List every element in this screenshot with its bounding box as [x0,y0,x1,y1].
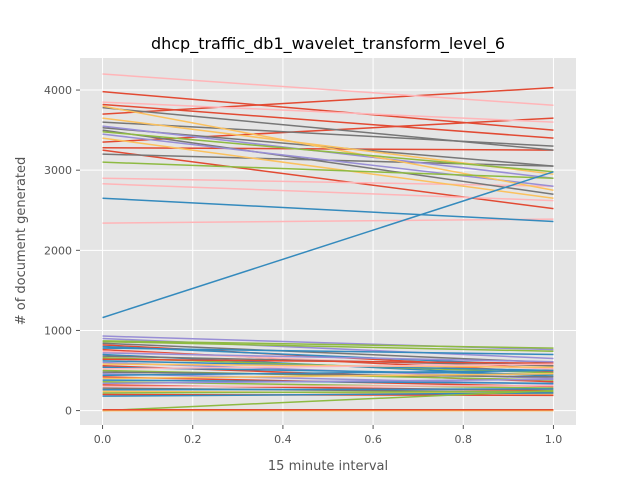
series-line [102,342,554,364]
series-line [102,149,554,210]
series-line [102,340,554,349]
x-tick-label: 0.2 [184,433,202,446]
series-line [102,133,554,187]
series-line [102,161,554,179]
x-axis: 0.0 0.2 0.4 0.6 0.8 1.0 [94,425,562,446]
series-line [102,121,554,147]
series-line [102,340,554,353]
series-line [102,197,554,223]
y-tick-label: 1000 [44,324,72,337]
series-line [102,389,554,412]
series-line [102,129,554,195]
series-line [102,103,554,139]
series-line [102,101,554,123]
y-axis-label: # of document generated [14,157,29,326]
series-line [102,369,554,381]
x-tick-label: 0.8 [455,433,473,446]
x-tick-label: 1.0 [545,433,563,446]
x-tick-label: 0.0 [94,433,112,446]
series-line [102,130,554,173]
series-line [102,177,554,187]
series-line [102,90,554,131]
series-line [102,171,554,319]
series-layer [102,73,554,412]
series-line [102,369,554,377]
series-line [102,363,554,370]
series-line [102,372,554,380]
series-line [102,390,554,394]
chart-title: dhcp_traffic_db1_wavelet_transform_level… [151,34,505,54]
x-tick-label: 0.6 [364,433,382,446]
y-axis: 0 1000 2000 3000 4000 [44,84,80,418]
series-line [102,388,554,391]
series-line [102,363,554,369]
y-tick-label: 4000 [44,84,72,97]
x-axis-label: 15 minute interval [268,459,388,474]
x-tick-label: 0.4 [274,433,292,446]
y-tick-label: 2000 [44,244,72,257]
series-line [102,371,554,378]
y-tick-label: 0 [65,405,72,418]
series-line [102,106,554,151]
series-line [102,378,554,385]
series-line [102,347,554,356]
y-tick-label: 3000 [44,164,72,177]
series-line [102,73,554,107]
series-line [102,183,554,202]
series-line [102,352,554,363]
series-line [102,218,554,224]
series-line [102,358,554,365]
series-line [102,137,554,199]
series-line [102,384,554,388]
